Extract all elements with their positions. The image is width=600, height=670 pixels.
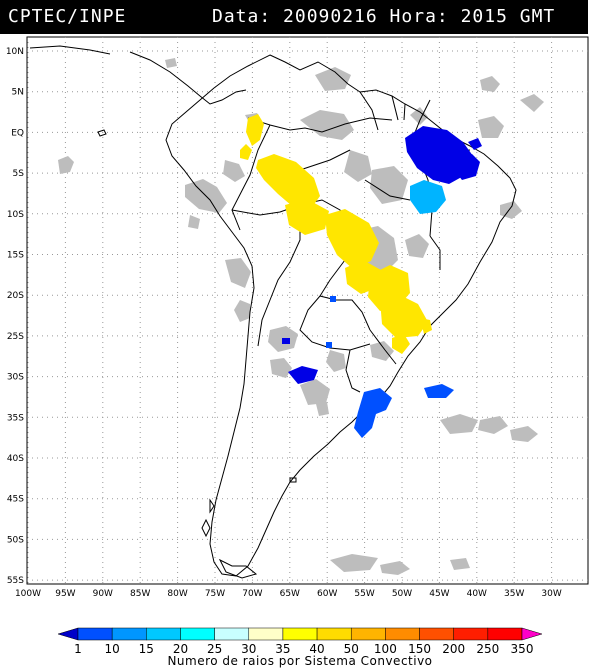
southern-islands bbox=[97, 129, 297, 579]
lat-label: 20S bbox=[7, 291, 24, 301]
lat-label: 5N bbox=[12, 88, 24, 98]
legend-label: 150 bbox=[408, 642, 431, 656]
lat-label: 50S bbox=[7, 535, 24, 545]
lon-label: 85W bbox=[130, 589, 150, 599]
legend-caption: Numero de raios por Sistema Convectivo bbox=[167, 654, 433, 668]
legend-label: 250 bbox=[476, 642, 499, 656]
legend-swatch bbox=[385, 627, 420, 641]
legend-label: 15 bbox=[139, 642, 154, 656]
legend-swatch bbox=[77, 627, 113, 641]
lon-label: 60W bbox=[317, 589, 337, 599]
convective-yellow bbox=[240, 114, 432, 354]
lon-label: 45W bbox=[429, 589, 449, 599]
lat-label: 30S bbox=[7, 373, 24, 383]
legend: 1 10 15 20 25 30 35 40 50 100 150 200 250 350 bbox=[57, 627, 543, 656]
legend-swatch bbox=[282, 627, 318, 641]
lon-label: 35W bbox=[504, 589, 524, 599]
legend-label: 350 bbox=[511, 642, 534, 656]
lon-label: 30W bbox=[541, 589, 561, 599]
lon-label: 100W bbox=[15, 589, 41, 599]
satellite-map: 10N5NEQ5S10S15S20S25S30S35S40S45S50S55S … bbox=[6, 36, 589, 599]
lon-label: 80W bbox=[167, 589, 187, 599]
header-date: Data: 20090216 Hora: 2015 GMT bbox=[212, 6, 556, 27]
latitude-labels: 10N 5N EQ 5S 10S 15S 20S 25S 30S 35S 40S 45S 50S 55S bbox=[6, 47, 24, 586]
legend-label: 10 bbox=[105, 642, 120, 656]
lat-label: 45S bbox=[7, 495, 24, 505]
legend-swatch bbox=[180, 627, 215, 641]
lon-label: 55W bbox=[354, 589, 374, 599]
lat-label: 40S bbox=[7, 454, 24, 464]
header-title: CPTEC/INPE bbox=[8, 6, 127, 27]
convective-blue bbox=[282, 126, 482, 438]
lon-label: 40W bbox=[467, 589, 487, 599]
lat-label: 10S bbox=[7, 210, 24, 220]
lon-label: 75W bbox=[205, 589, 225, 599]
lat-label: 5S bbox=[13, 169, 25, 179]
legend-swatch bbox=[453, 627, 489, 641]
legend-swatch bbox=[350, 627, 386, 641]
legend-label: 200 bbox=[442, 642, 465, 656]
lat-label: 10N bbox=[6, 47, 24, 57]
legend-label: 20 bbox=[173, 642, 188, 656]
legend-label: 25 bbox=[207, 642, 222, 656]
lon-label: 50W bbox=[392, 589, 412, 599]
cloud-cover bbox=[58, 58, 544, 575]
header-bar: CPTEC/INPE Data: 20090216 Hora: 2015 GMT bbox=[0, 0, 588, 34]
legend-label: 30 bbox=[241, 642, 256, 656]
lat-label: 55S bbox=[7, 576, 24, 586]
lon-label: 65W bbox=[280, 589, 300, 599]
legend-label: 35 bbox=[275, 642, 290, 656]
legend-swatch bbox=[146, 627, 181, 641]
legend-labels: 1 10 15 20 25 30 35 40 50 100 150 200 250 350 bbox=[74, 642, 533, 656]
legend-label: 50 bbox=[344, 642, 359, 656]
legend-label: 100 bbox=[374, 642, 397, 656]
lon-label: 70W bbox=[242, 589, 262, 599]
legend-swatch bbox=[521, 627, 543, 641]
legend-swatch bbox=[419, 627, 454, 641]
legend-swatch bbox=[57, 627, 79, 641]
legend-label: 40 bbox=[309, 642, 324, 656]
lat-label: EQ bbox=[11, 128, 24, 138]
longitude-labels: 100W 95W 90W 85W 80W 75W 70W 65W 60W 55W 50W 45W 40W… bbox=[15, 589, 562, 599]
legend-swatch bbox=[487, 627, 523, 641]
legend-swatch bbox=[316, 627, 352, 641]
lon-label: 95W bbox=[55, 589, 75, 599]
legend-swatch bbox=[111, 627, 147, 641]
lat-label: 25S bbox=[7, 332, 24, 342]
lat-label: 15S bbox=[7, 251, 24, 261]
legend-colorbar bbox=[57, 627, 543, 641]
lon-label: 90W bbox=[93, 589, 113, 599]
legend-swatch bbox=[214, 627, 250, 641]
legend-label: 1 bbox=[74, 642, 82, 656]
legend-swatch bbox=[248, 627, 284, 641]
lat-label: 35S bbox=[7, 413, 24, 423]
